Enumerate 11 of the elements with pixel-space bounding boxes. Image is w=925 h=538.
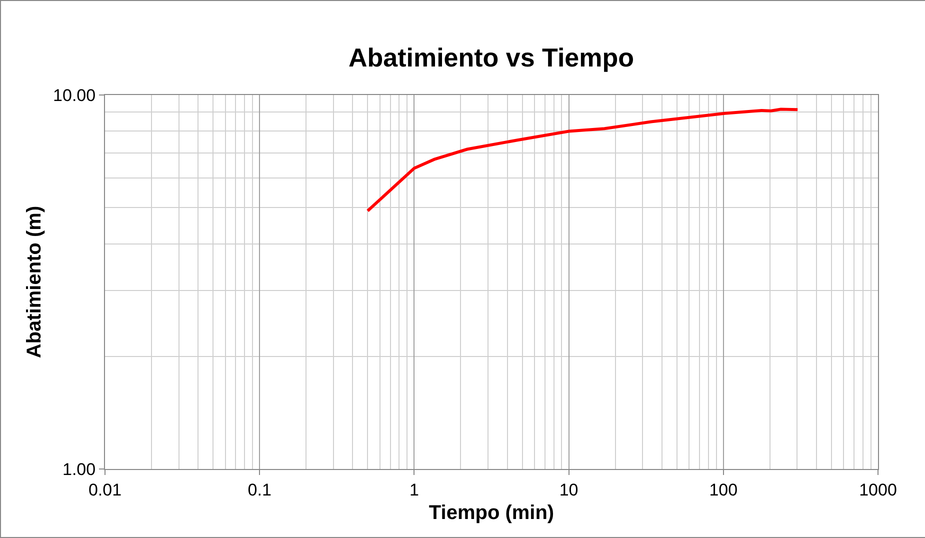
chart-title: Abatimiento vs Tiempo <box>348 42 634 72</box>
x-tick-label: 10 <box>559 480 578 500</box>
x-tick-label: 0.1 <box>248 480 272 500</box>
y-tick-label: 1.00 <box>62 460 96 479</box>
x-tick-label: 0.01 <box>88 480 122 500</box>
x-axis-title: Tiempo (min) <box>428 502 554 524</box>
x-tick-label: 1 <box>409 480 419 500</box>
x-tick-label: 1000 <box>859 480 897 500</box>
x-tick-label: 100 <box>709 480 738 500</box>
y-tick-label: 10.00 <box>53 86 96 105</box>
y-axis-title: Abatimiento (m) <box>24 206 46 358</box>
